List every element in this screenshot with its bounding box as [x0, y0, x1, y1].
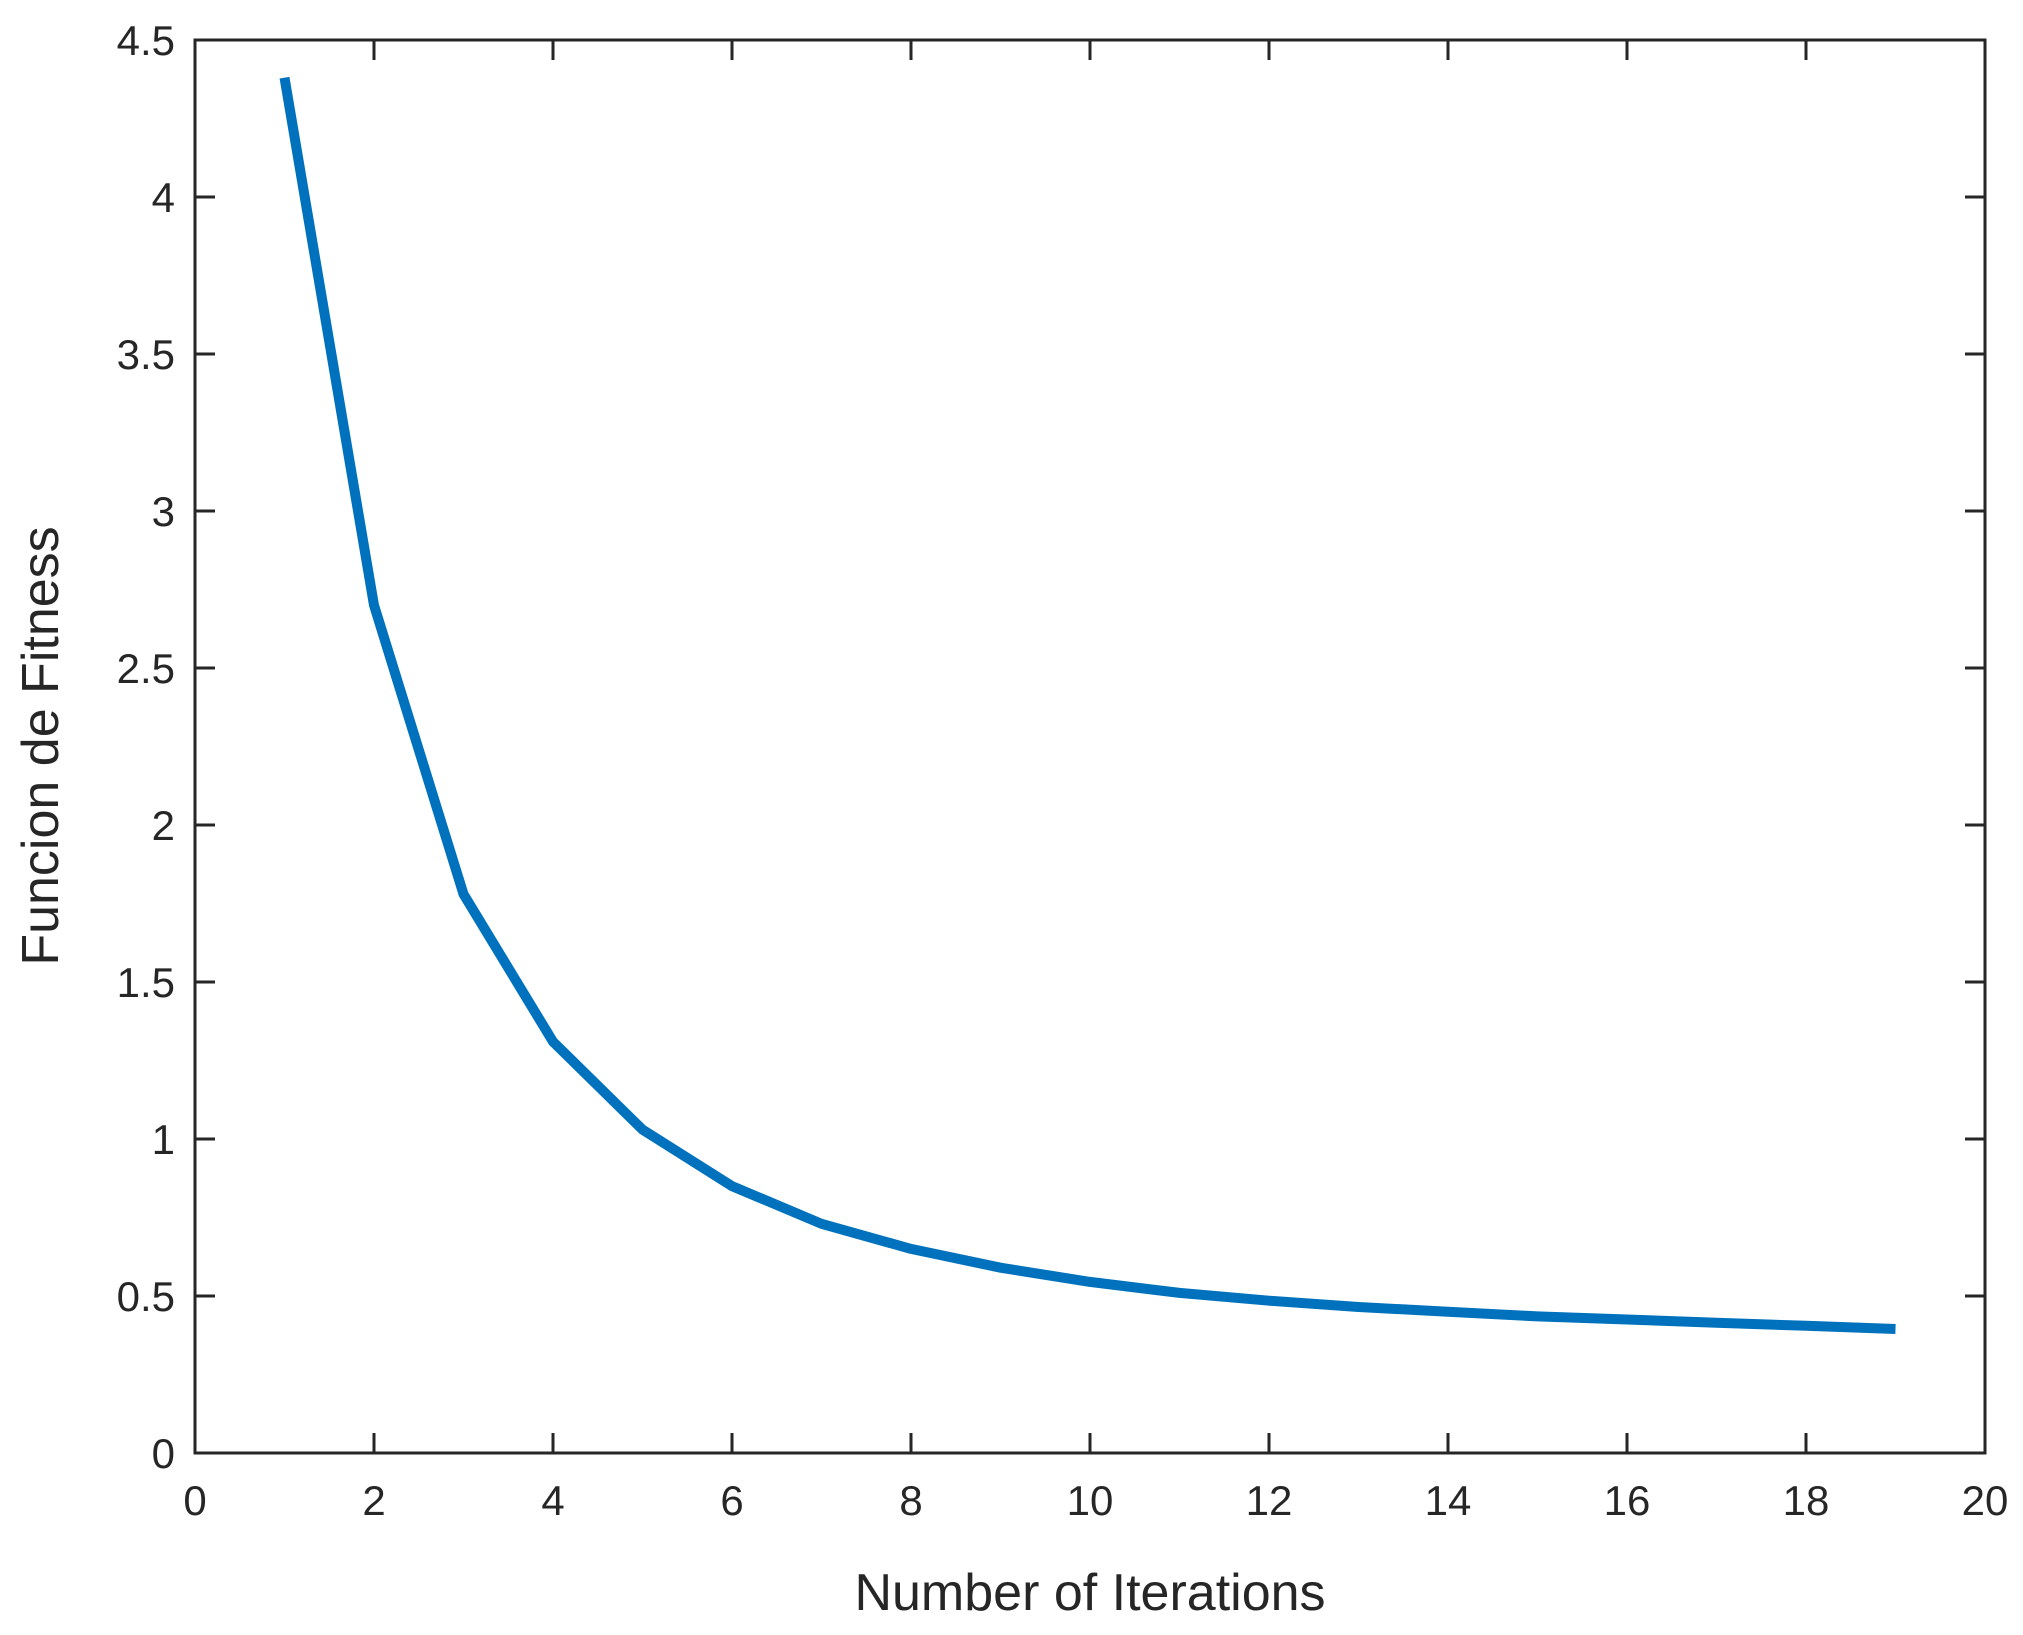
y-tick-label: 4.5: [117, 17, 175, 64]
x-tick-label: 8: [899, 1477, 922, 1524]
y-axis-ticks: 0 0.5 1 1.5 2 2.5 3 3.5 4 4.5: [117, 17, 1985, 1477]
series-line: [279, 76, 1896, 1334]
x-tick-label: 10: [1067, 1477, 1114, 1524]
x-tick-label: 20: [1962, 1477, 2009, 1524]
y-tick-label: 0.5: [117, 1273, 175, 1320]
x-tick-label: 2: [362, 1477, 385, 1524]
y-tick-label: 4: [152, 174, 175, 221]
y-tick-label: 3.5: [117, 331, 175, 378]
x-tick-label: 12: [1246, 1477, 1293, 1524]
y-axis-label: Funcion de Fitness: [12, 526, 70, 965]
x-tick-label: 18: [1783, 1477, 1830, 1524]
plot-area: [195, 40, 1985, 1453]
y-tick-label: 1: [152, 1116, 175, 1163]
series-layer: [279, 76, 1896, 1334]
x-tick-label: 0: [183, 1477, 206, 1524]
x-axis-label: Number of Iterations: [854, 1564, 1325, 1622]
x-tick-label: 6: [720, 1477, 743, 1524]
x-tick-label: 4: [541, 1477, 564, 1524]
y-tick-label: 2: [152, 802, 175, 849]
x-tick-label: 14: [1425, 1477, 1472, 1524]
plot-frame: [193, 38, 1987, 1455]
y-tick-label: 0: [152, 1430, 175, 1477]
y-tick-label: 2.5: [117, 645, 175, 692]
y-tick-label: 1.5: [117, 959, 175, 1006]
y-tick-label: 3: [152, 488, 175, 535]
x-axis-ticks: 0 2 4 6 8 10 12 14 16 18 20: [183, 40, 2008, 1524]
x-tick-label: 16: [1604, 1477, 1651, 1524]
